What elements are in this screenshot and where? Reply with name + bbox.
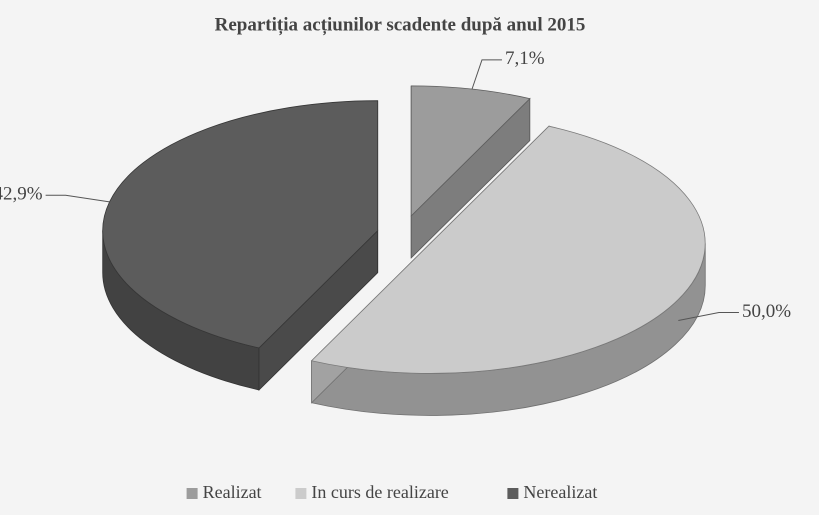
slice — [310, 125, 706, 374]
leader-line — [678, 311, 739, 322]
slice — [410, 85, 531, 217]
data-label: 42,9% — [0, 184, 43, 205]
slice-tops — [102, 85, 706, 374]
legend-swatch — [295, 488, 307, 499]
legend-swatch — [186, 488, 198, 499]
leader-line — [45, 194, 110, 203]
data-label: 50,0% — [742, 301, 791, 322]
legend-label: Nerealizat — [523, 482, 597, 502]
legend-label: In curs de realizare — [311, 482, 448, 502]
legend-swatch — [507, 488, 519, 499]
legend-label: Realizat — [203, 482, 262, 502]
data-label: 7,1% — [505, 48, 545, 69]
chart-title: Repartiția acțiunilor scadente după anul… — [215, 14, 586, 35]
leader-line — [471, 59, 502, 90]
